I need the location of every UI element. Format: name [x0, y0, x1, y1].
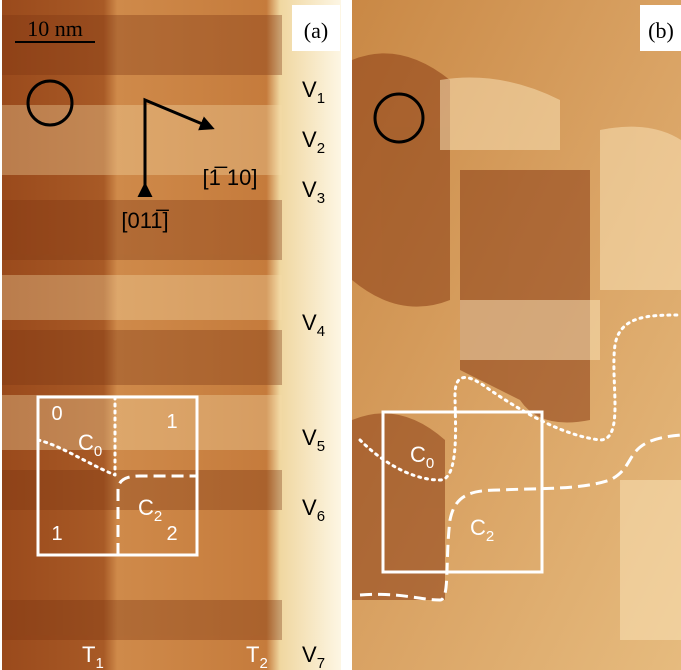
scale-label: 10 nm [27, 16, 83, 41]
cell-label: 1 [166, 411, 177, 433]
panel-b: (b) C0 C2 [352, 0, 681, 670]
panel-label: (b) [648, 18, 674, 43]
cell-label: 1 [51, 523, 62, 545]
direction-label: [1̅ 10] [202, 165, 257, 190]
cell-label: 0 [51, 403, 62, 425]
panel-label: (a) [304, 18, 328, 43]
direction-label: [011̅] [121, 208, 169, 233]
figure: 10 nm (a) [1̅ 10] [011̅] V1V2V3V4V5V6V7 … [0, 0, 681, 670]
panel-a: 10 nm (a) [1̅ 10] [011̅] V1V2V3V4V5V6V7 … [2, 0, 341, 670]
cell-label: 2 [166, 523, 177, 545]
